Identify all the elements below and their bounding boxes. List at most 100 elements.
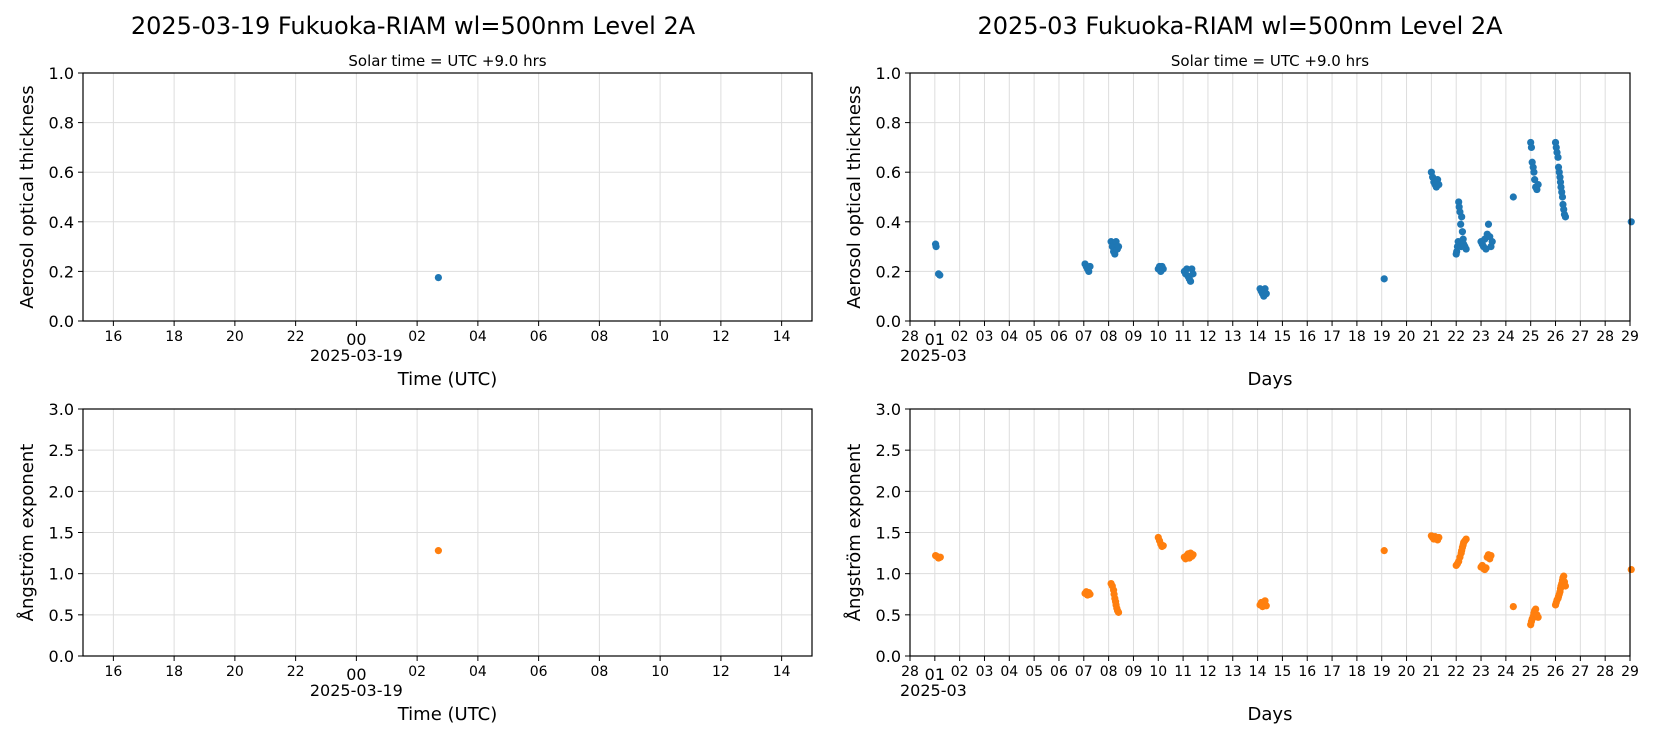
y-tick-label: 0.6 [876, 163, 901, 182]
x-tick-label: 27 [1571, 664, 1589, 680]
data-point [1462, 245, 1470, 253]
data-point [1159, 265, 1167, 273]
x-tick-label: 03 [976, 329, 994, 345]
x-axis-label: Days [1248, 704, 1293, 725]
daily-aot-panel: 2025-03-19 Fukuoka-RIAM wl=500nm Level 2… [17, 12, 813, 390]
monthly-angstrom-panel: 0.0 0.5 1.0 1.5 2.0 2.5 3.0 28 01 02 03 04 05 06 07 08 0… [843, 400, 1639, 725]
y-tick-label: 0.0 [49, 312, 74, 331]
y-tick-label: 0.8 [49, 114, 74, 133]
data-point [1482, 564, 1490, 572]
x-tick-label: 08 [1100, 329, 1118, 345]
x-tick-label: 01 [925, 330, 945, 349]
data-point [932, 243, 940, 251]
x-tick-label: 28 [1596, 664, 1614, 680]
x-tick-label: 15 [1273, 329, 1291, 345]
data-point [1189, 270, 1197, 278]
y-tick-label: 3.0 [876, 400, 901, 419]
x-tick-label: 14 [1249, 664, 1267, 680]
x-tick-label: 23 [1472, 664, 1490, 680]
x-tick-label: 16 [1298, 664, 1316, 680]
x-tick-label: 17 [1323, 664, 1341, 680]
x-tick-label: 03 [976, 664, 994, 680]
x-tick-label: 06 [1050, 664, 1068, 680]
x-tick-label: 21 [1422, 329, 1440, 345]
data-point [1114, 608, 1123, 616]
x-tick-label: 26 [1547, 329, 1565, 345]
y-tick-label: 0.2 [876, 262, 901, 281]
x-tick-label: 04 [1000, 329, 1018, 345]
data-point [1114, 243, 1123, 251]
data-point [1487, 551, 1495, 560]
x-date-label: 2025-03-19 [310, 346, 403, 365]
x-tick-label: 29 [1621, 329, 1639, 345]
x-tick-label: 10 [1149, 664, 1167, 680]
y-tick-label: 0.0 [876, 647, 901, 666]
x-tick-label: 18 [1348, 329, 1366, 345]
data-point [1462, 535, 1470, 543]
x-tick-label: 25 [1522, 664, 1540, 680]
x-tick-label: 23 [1472, 329, 1490, 345]
monthly-aot-panel: 2025-03 Fukuoka-RIAM wl=500nm Level 2A So… [844, 12, 1639, 390]
data-point [1086, 590, 1094, 598]
x-tick-label: 09 [1125, 664, 1143, 680]
data-series [434, 274, 442, 282]
daily-angstrom-panel: 0.0 0.5 1.0 1.5 2.0 2.5 3.0 16 18 20 22 00 02 04 06 08 1… [16, 400, 813, 725]
x-tick-label: 10 [1149, 329, 1167, 345]
x-tick-label: 29 [1621, 664, 1639, 680]
data-point [1380, 275, 1388, 283]
x-tick-label: 06 [1050, 329, 1068, 345]
x-tick-label: 02 [408, 664, 426, 680]
x-tick-label: 08 [590, 664, 608, 680]
x-tick-label: 00 [346, 330, 366, 349]
data-point [1435, 533, 1443, 542]
data-series [931, 532, 1635, 629]
data-point [1458, 213, 1466, 221]
data-point [1457, 220, 1465, 228]
chart-title: 2025-03 Fukuoka-RIAM wl=500nm Level 2A [977, 12, 1503, 40]
x-tick-label: 04 [469, 329, 487, 345]
y-axis-label: Aerosol optical thickness [17, 85, 38, 308]
x-tick-label: 16 [104, 329, 122, 345]
x-tick-label: 11 [1174, 664, 1192, 680]
x-tick-label: 07 [1075, 664, 1093, 680]
y-tick-label: 2.5 [49, 441, 74, 460]
x-tick-label: 18 [1348, 664, 1366, 680]
data-point [936, 553, 944, 561]
y-tick-label: 0.0 [876, 312, 901, 331]
x-tick-label: 18 [165, 664, 183, 680]
data-point [1509, 193, 1517, 201]
x-axis-label: Time (UTC) [397, 704, 498, 725]
x-tick-label: 20 [226, 329, 244, 345]
x-tick-label: 09 [1125, 329, 1143, 345]
data-series [931, 138, 1635, 300]
x-tick-label: 05 [1025, 329, 1043, 345]
data-point [936, 271, 944, 279]
chart-subtitle: Solar time = UTC +9.0 hrs [1171, 52, 1369, 70]
x-tick-label: 25 [1522, 329, 1540, 345]
x-tick-label: 14 [1249, 329, 1267, 345]
x-date-label: 2025-03 [900, 681, 967, 700]
y-tick-label: 0.2 [49, 262, 74, 281]
x-tick-label: 28 [901, 329, 919, 345]
x-tick-label: 14 [773, 664, 791, 680]
x-tick-label: 18 [165, 329, 183, 345]
x-axis-label: Days [1248, 369, 1293, 390]
data-point [434, 274, 442, 282]
x-tick-label: 02 [408, 329, 426, 345]
y-tick-label: 1.5 [49, 524, 74, 543]
y-tick-label: 2.0 [49, 482, 74, 501]
data-point [1627, 218, 1635, 226]
data-point [1561, 213, 1570, 221]
x-tick-label: 28 [901, 664, 919, 680]
x-tick-label: 16 [1298, 329, 1316, 345]
y-tick-label: 1.0 [49, 64, 74, 83]
y-tick-label: 0.8 [876, 114, 901, 133]
x-tick-label: 24 [1497, 664, 1515, 680]
data-point [1530, 168, 1538, 176]
x-tick-label: 05 [1025, 664, 1043, 680]
x-tick-label: 13 [1224, 329, 1242, 345]
y-tick-label: 0.0 [49, 647, 74, 666]
x-tick-label: 12 [1199, 664, 1217, 680]
x-tick-label: 19 [1373, 664, 1391, 680]
